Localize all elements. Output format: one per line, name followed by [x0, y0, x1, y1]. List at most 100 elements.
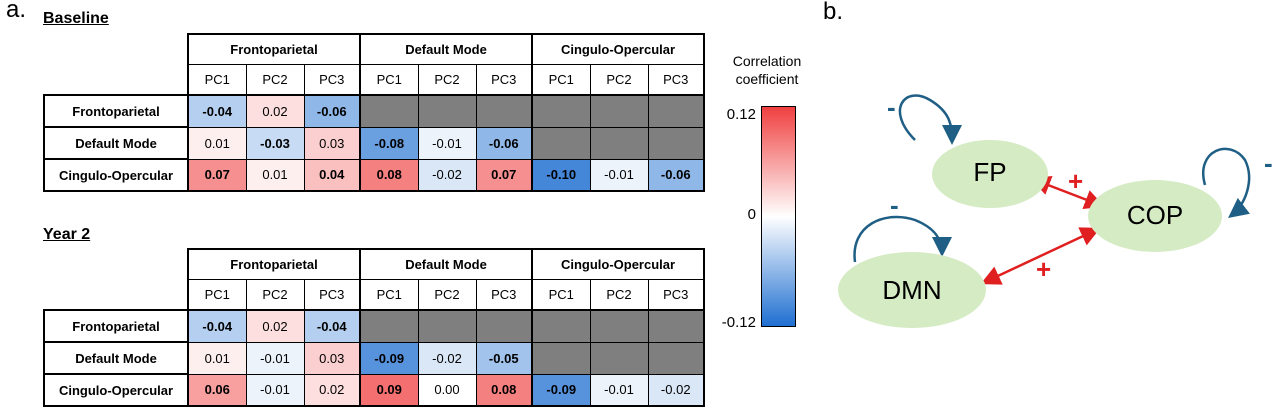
heatmap-cell: 0.01	[245, 158, 305, 192]
colorbar	[761, 106, 796, 327]
network-header: Frontoparietal	[187, 33, 361, 65]
row-label: Cingulo-Opercular	[43, 158, 189, 192]
empty-cell	[589, 94, 649, 128]
heatmap-cell: -0.04	[303, 309, 361, 343]
heatmap-cell: -0.01	[417, 126, 477, 160]
pc-header: PC3	[303, 278, 361, 311]
empty-cell	[589, 126, 649, 160]
heatmap-cell: -0.05	[475, 341, 533, 375]
panel-a-label: a.	[6, 0, 27, 23]
fp-self-loop	[898, 94, 962, 145]
empty-cell	[475, 94, 533, 128]
heatmap-cell: -0.06	[647, 158, 705, 192]
heatmap-cell: 0.03	[303, 126, 361, 160]
cop-self-loop	[1202, 147, 1251, 219]
empty-cell	[359, 309, 419, 343]
empty-cell	[531, 94, 591, 128]
heatmap-cell: -0.06	[475, 126, 533, 160]
fp-self-loop-sign: -	[887, 92, 896, 122]
cop-self-loop-sign: -	[1264, 148, 1273, 178]
empty-cell	[647, 341, 705, 375]
dmn-cop-edge-sign: +	[1036, 254, 1052, 284]
empty-cell	[417, 94, 477, 128]
empty-cell	[589, 309, 649, 343]
network-header: Frontoparietal	[187, 248, 361, 280]
row-label: Cingulo-Opercular	[43, 373, 189, 407]
empty-cell	[475, 309, 533, 343]
heatmap-cell: 0.00	[417, 373, 477, 407]
heatmap-cell: -0.10	[531, 158, 591, 192]
network-header: Default Mode	[359, 248, 533, 280]
baseline-title: Baseline	[43, 10, 109, 27]
empty-cell	[531, 309, 591, 343]
fp-node	[932, 140, 1048, 208]
heatmap-cell: -0.01	[589, 373, 649, 407]
pc-header: PC3	[647, 278, 705, 311]
colorbar-title-line2: coefficient	[735, 71, 799, 87]
heatmap-cell: -0.01	[245, 341, 305, 375]
row-label: Default Mode	[43, 126, 189, 160]
heatmap-cell: -0.09	[531, 373, 591, 407]
fp-cop-edge-sign: +	[1068, 166, 1084, 196]
heatmap-cell: 0.07	[475, 158, 533, 192]
heatmap-cell: 0.01	[187, 126, 247, 160]
colorbar-title: Correlation coefficient	[712, 52, 822, 88]
empty-cell	[589, 341, 649, 375]
pc-header: PC3	[647, 63, 705, 96]
network-header: Cingulo-Opercular	[531, 33, 705, 65]
panel-b-label: b.	[823, 0, 844, 25]
pc-header: PC3	[475, 63, 533, 96]
colorbar-max-label: 0.12	[726, 106, 756, 123]
empty-cell	[647, 94, 705, 128]
heatmap-cell: 0.02	[303, 373, 361, 407]
pc-header: PC1	[359, 278, 419, 311]
colorbar-mid-label: 0	[747, 206, 756, 223]
heatmap-cell: -0.03	[245, 126, 305, 160]
empty-cell	[531, 341, 591, 375]
heatmap-cell: 0.09	[359, 373, 419, 407]
cop-node	[1088, 180, 1222, 252]
dmn-self-loop-sign: -	[890, 190, 899, 220]
network-header: Default Mode	[359, 33, 533, 65]
heatmap-cell: -0.02	[647, 373, 705, 407]
year2-title: Year 2	[43, 226, 91, 243]
empty-cell	[359, 94, 419, 128]
heatmap-cell: -0.01	[245, 373, 305, 407]
pc-header: PC2	[245, 63, 305, 96]
heatmap-table-1: Frontoparietal Default Mode Cingulo-Opercu…	[43, 248, 705, 407]
dmn-self-loop	[853, 215, 952, 263]
heatmap-cell: 0.07	[187, 158, 247, 192]
fp-node-label: FP	[973, 157, 1007, 187]
pc-header: PC2	[589, 63, 649, 96]
empty-cell	[647, 309, 705, 343]
heatmap-cell: -0.02	[417, 158, 477, 192]
heatmap-cell: 0.02	[245, 94, 305, 128]
heatmap-cell: -0.09	[359, 341, 419, 375]
dmn-node-label: DMN	[882, 275, 942, 305]
pc-header: PC1	[531, 278, 591, 311]
heatmap-table-0: Frontoparietal Default Mode Cingulo-Opercu…	[43, 33, 705, 192]
fp-cop-edge	[1030, 176, 1105, 209]
colorbar-min-label: -0.12	[721, 314, 756, 331]
heatmap-cell: -0.01	[589, 158, 649, 192]
row-label: Frontoparietal	[43, 309, 189, 343]
heatmap-cell: 0.06	[187, 373, 247, 407]
pc-header: PC1	[359, 63, 419, 96]
dmn-cop-edge	[980, 227, 1101, 285]
row-label: Frontoparietal	[43, 94, 189, 128]
heatmap-cell: 0.08	[475, 373, 533, 407]
pc-header: PC3	[303, 63, 361, 96]
heatmap-cell: 0.04	[303, 158, 361, 192]
cop-node-label: COP	[1126, 200, 1184, 230]
colorbar-title-line1: Correlation	[732, 53, 802, 69]
pc-header: PC2	[245, 278, 305, 311]
pc-header: PC1	[187, 63, 247, 96]
empty-cell	[531, 126, 591, 160]
row-label: Default Mode	[43, 341, 189, 375]
heatmap-cell: -0.06	[303, 94, 361, 128]
dmn-node	[838, 252, 986, 328]
pc-header: PC1	[187, 278, 247, 311]
heatmap-cell: -0.02	[417, 341, 477, 375]
heatmap-cell: -0.04	[187, 94, 247, 128]
